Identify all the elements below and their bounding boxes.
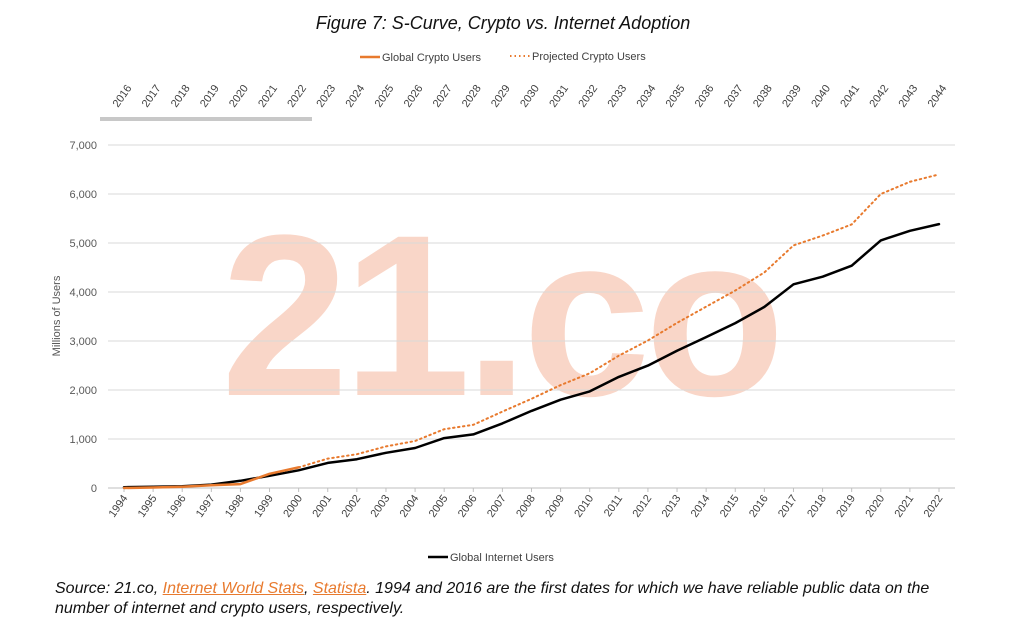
x-tick-label: 2017 [776, 493, 800, 520]
x-tick-label: 2022 [922, 493, 946, 520]
watermark-text: 21.co [221, 187, 779, 444]
x-tick-label: 2000 [281, 493, 305, 520]
top-tick-label: 2042 [867, 83, 891, 110]
y-axis-ticks: 0 1,000 2,000 3,000 4,000 5,000 6,000 7,000 [69, 140, 97, 495]
top-tick-label: 2031 [547, 83, 571, 110]
x-tick-label: 2010 [572, 493, 596, 520]
source-sep: , [304, 580, 313, 597]
top-tick-label: 2033 [605, 83, 629, 110]
top-tick-label: 2018 [169, 83, 193, 110]
y-tick-label: 5,000 [69, 238, 97, 250]
x-tick-label: 2003 [369, 493, 393, 520]
series-lines [122, 173, 941, 490]
x-tick-label: 2018 [805, 493, 829, 520]
x-tick-label: 2013 [660, 493, 684, 520]
x-tick-label: 2015 [718, 493, 742, 520]
series-line-global-crypto-users [122, 466, 300, 490]
x-tick-label: 2019 [834, 493, 858, 520]
x-tick-label: 2004 [398, 493, 422, 520]
x-tick-label: 1996 [165, 493, 189, 520]
top-tick-label: 2035 [664, 83, 688, 110]
x-axis-bottom: 1994 1995 1996 1997 1998 1999 2000 2001 2002 2003… [107, 488, 946, 520]
y-tick-label: 7,000 [69, 140, 97, 152]
top-tick-label: 2027 [431, 83, 455, 110]
x-tick-label: 2011 [602, 493, 625, 519]
y-tick-label: 6,000 [69, 189, 97, 201]
x-tick-label: 2005 [427, 493, 451, 520]
x-tick-label: 2009 [543, 493, 567, 520]
statista-link[interactable]: Statista [312, 580, 367, 597]
legend-label: Global Crypto Users [382, 52, 482, 64]
series-line-projected-crypto-users [297, 173, 940, 469]
top-tick-label: 2041 [838, 83, 862, 110]
y-tick-label: 0 [91, 483, 97, 495]
chart: 21.co 0 1,000 2,000 3,000 4,000 5,000 6,000 7,0… [51, 13, 955, 564]
x-tick-label: 2020 [863, 493, 887, 520]
gridlines [108, 144, 955, 489]
top-tick-label: 2040 [809, 83, 833, 110]
x-tick-label: 1999 [252, 493, 276, 520]
top-tick-label: 2030 [518, 83, 542, 110]
y-tick-label: 2,000 [69, 385, 97, 397]
top-tick-label: 2037 [722, 83, 746, 110]
x-tick-label: 2012 [631, 493, 655, 520]
top-tick-label: 2028 [460, 83, 484, 110]
top-tick-label: 2032 [576, 83, 600, 110]
top-tick-label: 2016 [111, 83, 135, 110]
top-tick-label: 2022 [285, 83, 309, 110]
top-tick-label: 2034 [635, 83, 659, 110]
top-tick-label: 2019 [198, 83, 222, 110]
top-tick-label: 2020 [227, 83, 251, 110]
y-tick-label: 1,000 [69, 434, 97, 446]
internet-world-stats-link[interactable]: Internet World Stats [162, 580, 305, 597]
top-tick-label: 2039 [780, 83, 804, 110]
top-tick-label: 2044 [926, 83, 950, 110]
x-tick-label: 2007 [485, 493, 509, 520]
top-tick-label: 2024 [343, 83, 367, 110]
x-tick-label: 2006 [456, 493, 480, 520]
y-tick-label: 3,000 [69, 336, 97, 348]
watermark-21co-logo: 21.co [221, 187, 785, 444]
x-tick-label: 2008 [514, 493, 538, 520]
top-tick-label: 2043 [897, 83, 921, 110]
x-tick-label: 1995 [136, 493, 160, 520]
source-prefix: Source: 21.co, [55, 580, 163, 597]
top-tick-label: 2023 [314, 83, 338, 110]
x-tick-label: 2014 [689, 493, 713, 520]
x-tick-label: 1994 [107, 493, 131, 520]
legend-label: Global Internet Users [450, 552, 554, 564]
y-axis-label: Millions of Users [51, 275, 63, 356]
top-tick-label: 2021 [256, 83, 280, 110]
top-tick-label: 2017 [140, 83, 164, 110]
chart-title: Figure 7: S-Curve, Crypto vs. Internet A… [316, 13, 691, 33]
x-tick-label: 2001 [310, 493, 334, 520]
x-tick-label: 2016 [747, 493, 771, 520]
x-tick-label: 1998 [223, 493, 247, 520]
top-tick-label: 2026 [402, 83, 426, 110]
x-tick-label: 2021 [892, 493, 916, 520]
top-tick-label: 2036 [693, 83, 717, 110]
source-suffix: . 1994 and 2016 are the first dates for … [55, 580, 930, 617]
top-tick-label: 2029 [489, 83, 513, 110]
y-tick-label: 4,000 [69, 287, 97, 299]
top-tick-label: 2025 [373, 83, 397, 110]
legend: Global Crypto Users Projected Crypto User… [360, 51, 646, 564]
legend-label: Projected Crypto Users [532, 51, 646, 63]
x-axis-top: 2016 2017 2018 2019 2020 2021 2022 2023 2024 2025… [100, 83, 950, 121]
source-note: Source: 21.co, Internet World Stats, Sta… [55, 579, 975, 619]
x-tick-label: 2002 [339, 493, 363, 520]
x-tick-label: 1997 [194, 493, 218, 520]
top-tick-label: 2038 [751, 83, 775, 110]
